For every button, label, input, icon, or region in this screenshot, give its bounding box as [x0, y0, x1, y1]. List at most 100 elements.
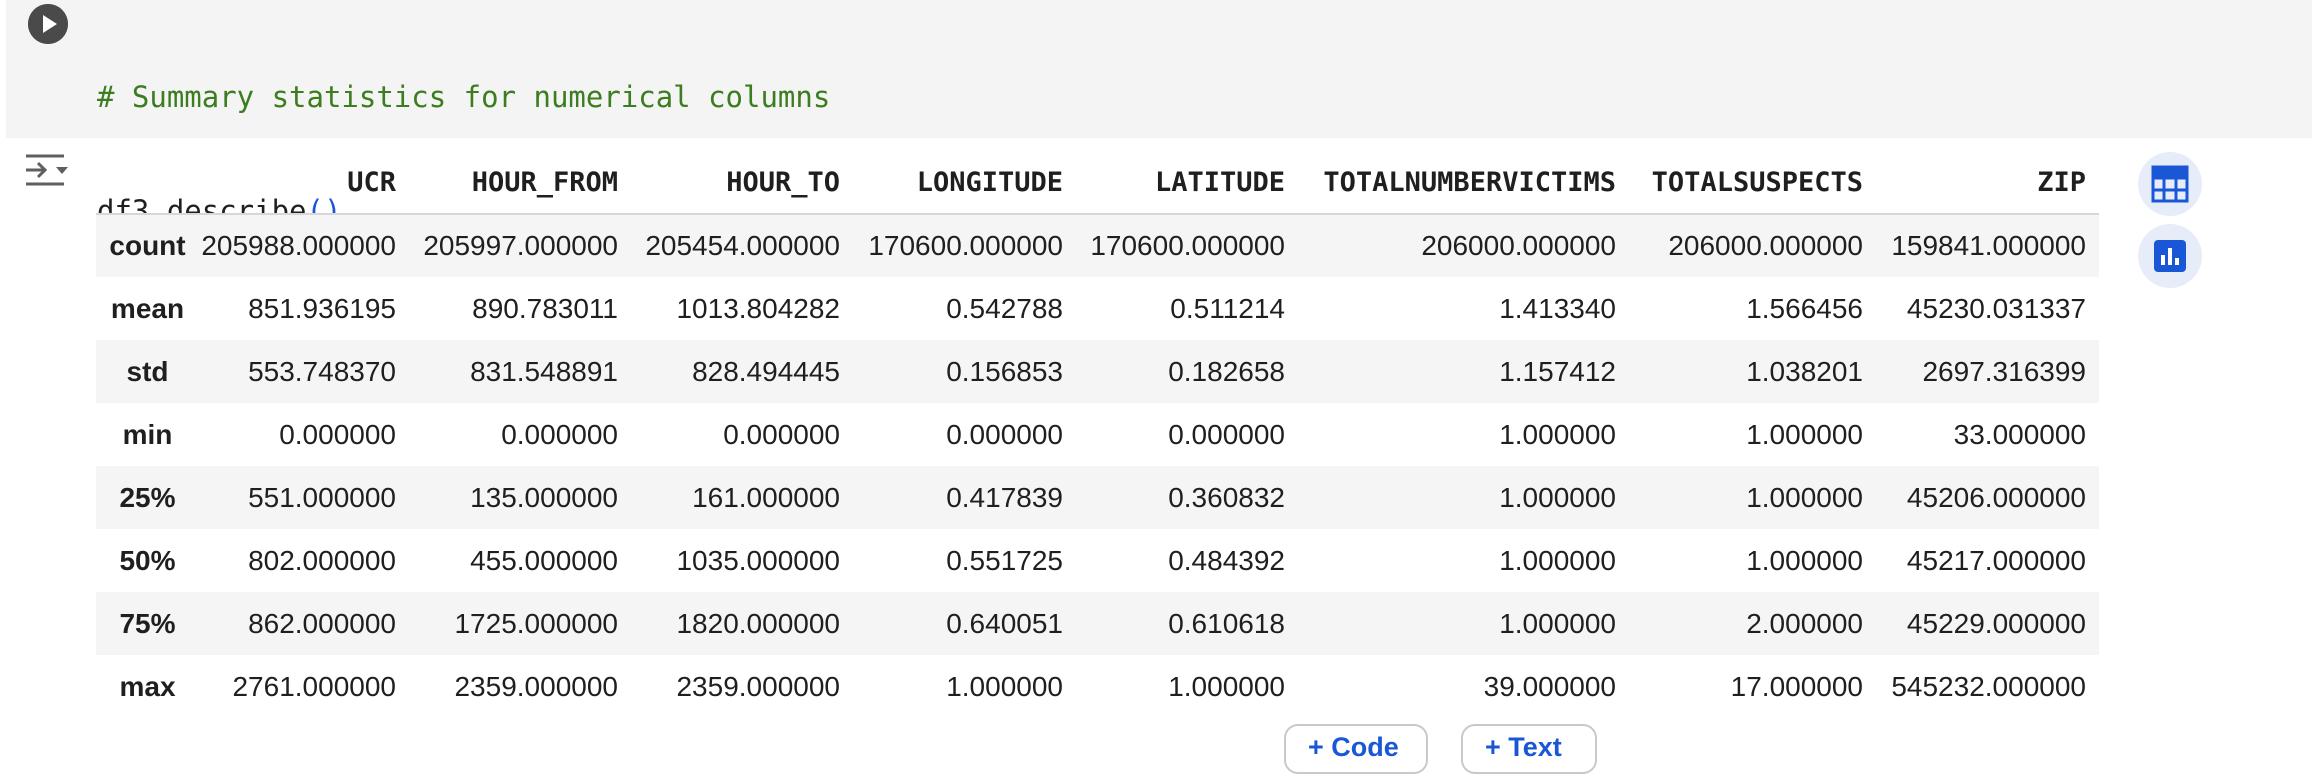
table-row: 50% 802.000000 455.000000 1035.000000 0.…	[96, 529, 2099, 592]
table-cell: 205997.000000	[423, 230, 618, 261]
column-header: HOUR_TO	[631, 152, 853, 215]
convert-to-interactive-table-button[interactable]	[2138, 152, 2202, 216]
table-cell: 1725.000000	[454, 607, 618, 639]
row-label: std	[126, 355, 169, 387]
table-cell: 1.000000	[1499, 544, 1616, 576]
table-cell: 205988.000000	[201, 230, 396, 261]
table-cell: 545232.000000	[1891, 670, 2086, 702]
table-cell: 0.484392	[1168, 544, 1285, 576]
table-cell: 1820.000000	[676, 607, 840, 639]
table-cell: 170600.000000	[1090, 230, 1285, 261]
table-cell: 2697.316399	[1922, 355, 2086, 387]
output-collapse-button[interactable]	[24, 150, 70, 190]
table-cell: 206000.000000	[1668, 230, 1863, 261]
index-header	[96, 152, 199, 215]
table-cell: 455.000000	[470, 544, 618, 576]
table-cell: 135.000000	[470, 481, 618, 513]
table-view-icon	[2151, 165, 2189, 203]
row-label: max	[119, 670, 176, 702]
table-cell: 170600.000000	[868, 230, 1063, 261]
table-cell: 1.000000	[1499, 607, 1616, 639]
table-cell: 45230.031337	[1906, 292, 2086, 324]
describe-table: UCR HOUR_FROM HOUR_TO LONGITUDE LATITUDE…	[96, 152, 2099, 718]
table-cell: 206000.000000	[1421, 230, 1616, 261]
table-cell: 2359.000000	[676, 670, 840, 702]
table-row: min 0.000000 0.000000 0.000000 0.000000 …	[96, 403, 2099, 466]
table-cell: 2761.000000	[232, 670, 396, 702]
table-cell: 1.413340	[1499, 292, 1616, 324]
add-code-cell-button[interactable]: + Code	[1284, 724, 1428, 774]
row-label: 25%	[119, 481, 176, 513]
code-cell[interactable]: # Summary statistics for numerical colum…	[6, 0, 2312, 228]
table-cell: 0.000000	[1168, 418, 1285, 450]
table-cell: 1013.804282	[676, 292, 840, 324]
table-cell: 1.000000	[946, 670, 1063, 702]
table-cell: 831.548891	[470, 355, 618, 387]
column-header: TOTALSUSPECTS	[1629, 152, 1876, 215]
bar-chart-icon	[2154, 240, 2186, 272]
table-cell: 1.000000	[1746, 418, 1863, 450]
table-cell: 159841.000000	[1891, 230, 2086, 261]
table-cell: 0.640051	[946, 607, 1063, 639]
row-label: count	[109, 230, 186, 261]
table-cell: 1.038201	[1746, 355, 1863, 387]
column-header: LATITUDE	[1076, 152, 1298, 215]
output-collapse-icon	[26, 154, 68, 186]
table-row: max 2761.000000 2359.000000 2359.000000 …	[96, 655, 2099, 718]
table-cell: 551.000000	[248, 481, 396, 513]
table-cell: 0.417839	[946, 481, 1063, 513]
table-cell: 17.000000	[1730, 670, 1863, 702]
table-cell: 1.000000	[1499, 418, 1616, 450]
column-header: ZIP	[1876, 152, 2099, 215]
suggest-charts-button[interactable]	[2138, 224, 2202, 288]
table-cell: 802.000000	[248, 544, 396, 576]
table-cell: 0.000000	[501, 418, 618, 450]
table-cell: 0.511214	[1170, 292, 1285, 324]
row-label: 50%	[119, 544, 176, 576]
column-header: LONGITUDE	[853, 152, 1076, 215]
table-cell: 45206.000000	[1906, 481, 2086, 513]
table-cell: 0.000000	[946, 418, 1063, 450]
table-cell: 1.566456	[1746, 292, 1863, 324]
table-cell: 828.494445	[692, 355, 840, 387]
table-row: 25% 551.000000 135.000000 161.000000 0.4…	[96, 466, 2099, 529]
table-cell: 0.000000	[723, 418, 840, 450]
table-row: std 553.748370 831.548891 828.494445 0.1…	[96, 340, 2099, 403]
table-row: 75% 862.000000 1725.000000 1820.000000 0…	[96, 592, 2099, 655]
play-circle-icon	[28, 4, 68, 44]
table-cell: 890.783011	[472, 292, 618, 324]
table-cell: 2.000000	[1746, 607, 1863, 639]
column-header: TOTALNUMBERVICTIMS	[1298, 152, 1629, 215]
table-cell: 1.157412	[1499, 355, 1616, 387]
table-cell: 39.000000	[1483, 670, 1616, 702]
add-text-cell-button[interactable]: + Text	[1461, 724, 1597, 774]
table-cell: 205454.000000	[645, 230, 840, 261]
table-cell: 0.182658	[1168, 355, 1285, 387]
table-cell: 1.000000	[1746, 481, 1863, 513]
table-header-row: UCR HOUR_FROM HOUR_TO LONGITUDE LATITUDE…	[96, 152, 2099, 215]
table-cell: 1035.000000	[676, 544, 840, 576]
table-row: mean 851.936195 890.783011 1013.804282 0…	[96, 277, 2099, 340]
table-cell: 33.000000	[1953, 418, 2086, 450]
row-label: min	[122, 418, 173, 450]
row-label: 75%	[119, 607, 176, 639]
table-cell: 45229.000000	[1906, 607, 2086, 639]
table-cell: 2359.000000	[454, 670, 618, 702]
column-header: HOUR_FROM	[409, 152, 631, 215]
table-cell: 1.000000	[1746, 544, 1863, 576]
table-cell: 0.360832	[1168, 481, 1285, 513]
table-row: count 205988.000000 205997.000000 205454…	[96, 214, 2099, 277]
run-cell-button[interactable]	[28, 4, 68, 44]
table-cell: 0.542788	[946, 292, 1063, 324]
table-cell: 0.551725	[946, 544, 1063, 576]
column-header: UCR	[199, 152, 409, 215]
table-cell: 1.000000	[1499, 481, 1616, 513]
table-cell: 553.748370	[248, 355, 396, 387]
table-cell: 45217.000000	[1906, 544, 2086, 576]
table-cell: 1.000000	[1168, 670, 1285, 702]
table-cell: 161.000000	[692, 481, 840, 513]
table-cell: 0.156853	[946, 355, 1063, 387]
table-cell: 851.936195	[248, 292, 396, 324]
table-cell: 862.000000	[248, 607, 396, 639]
table-cell: 0.000000	[279, 418, 396, 450]
